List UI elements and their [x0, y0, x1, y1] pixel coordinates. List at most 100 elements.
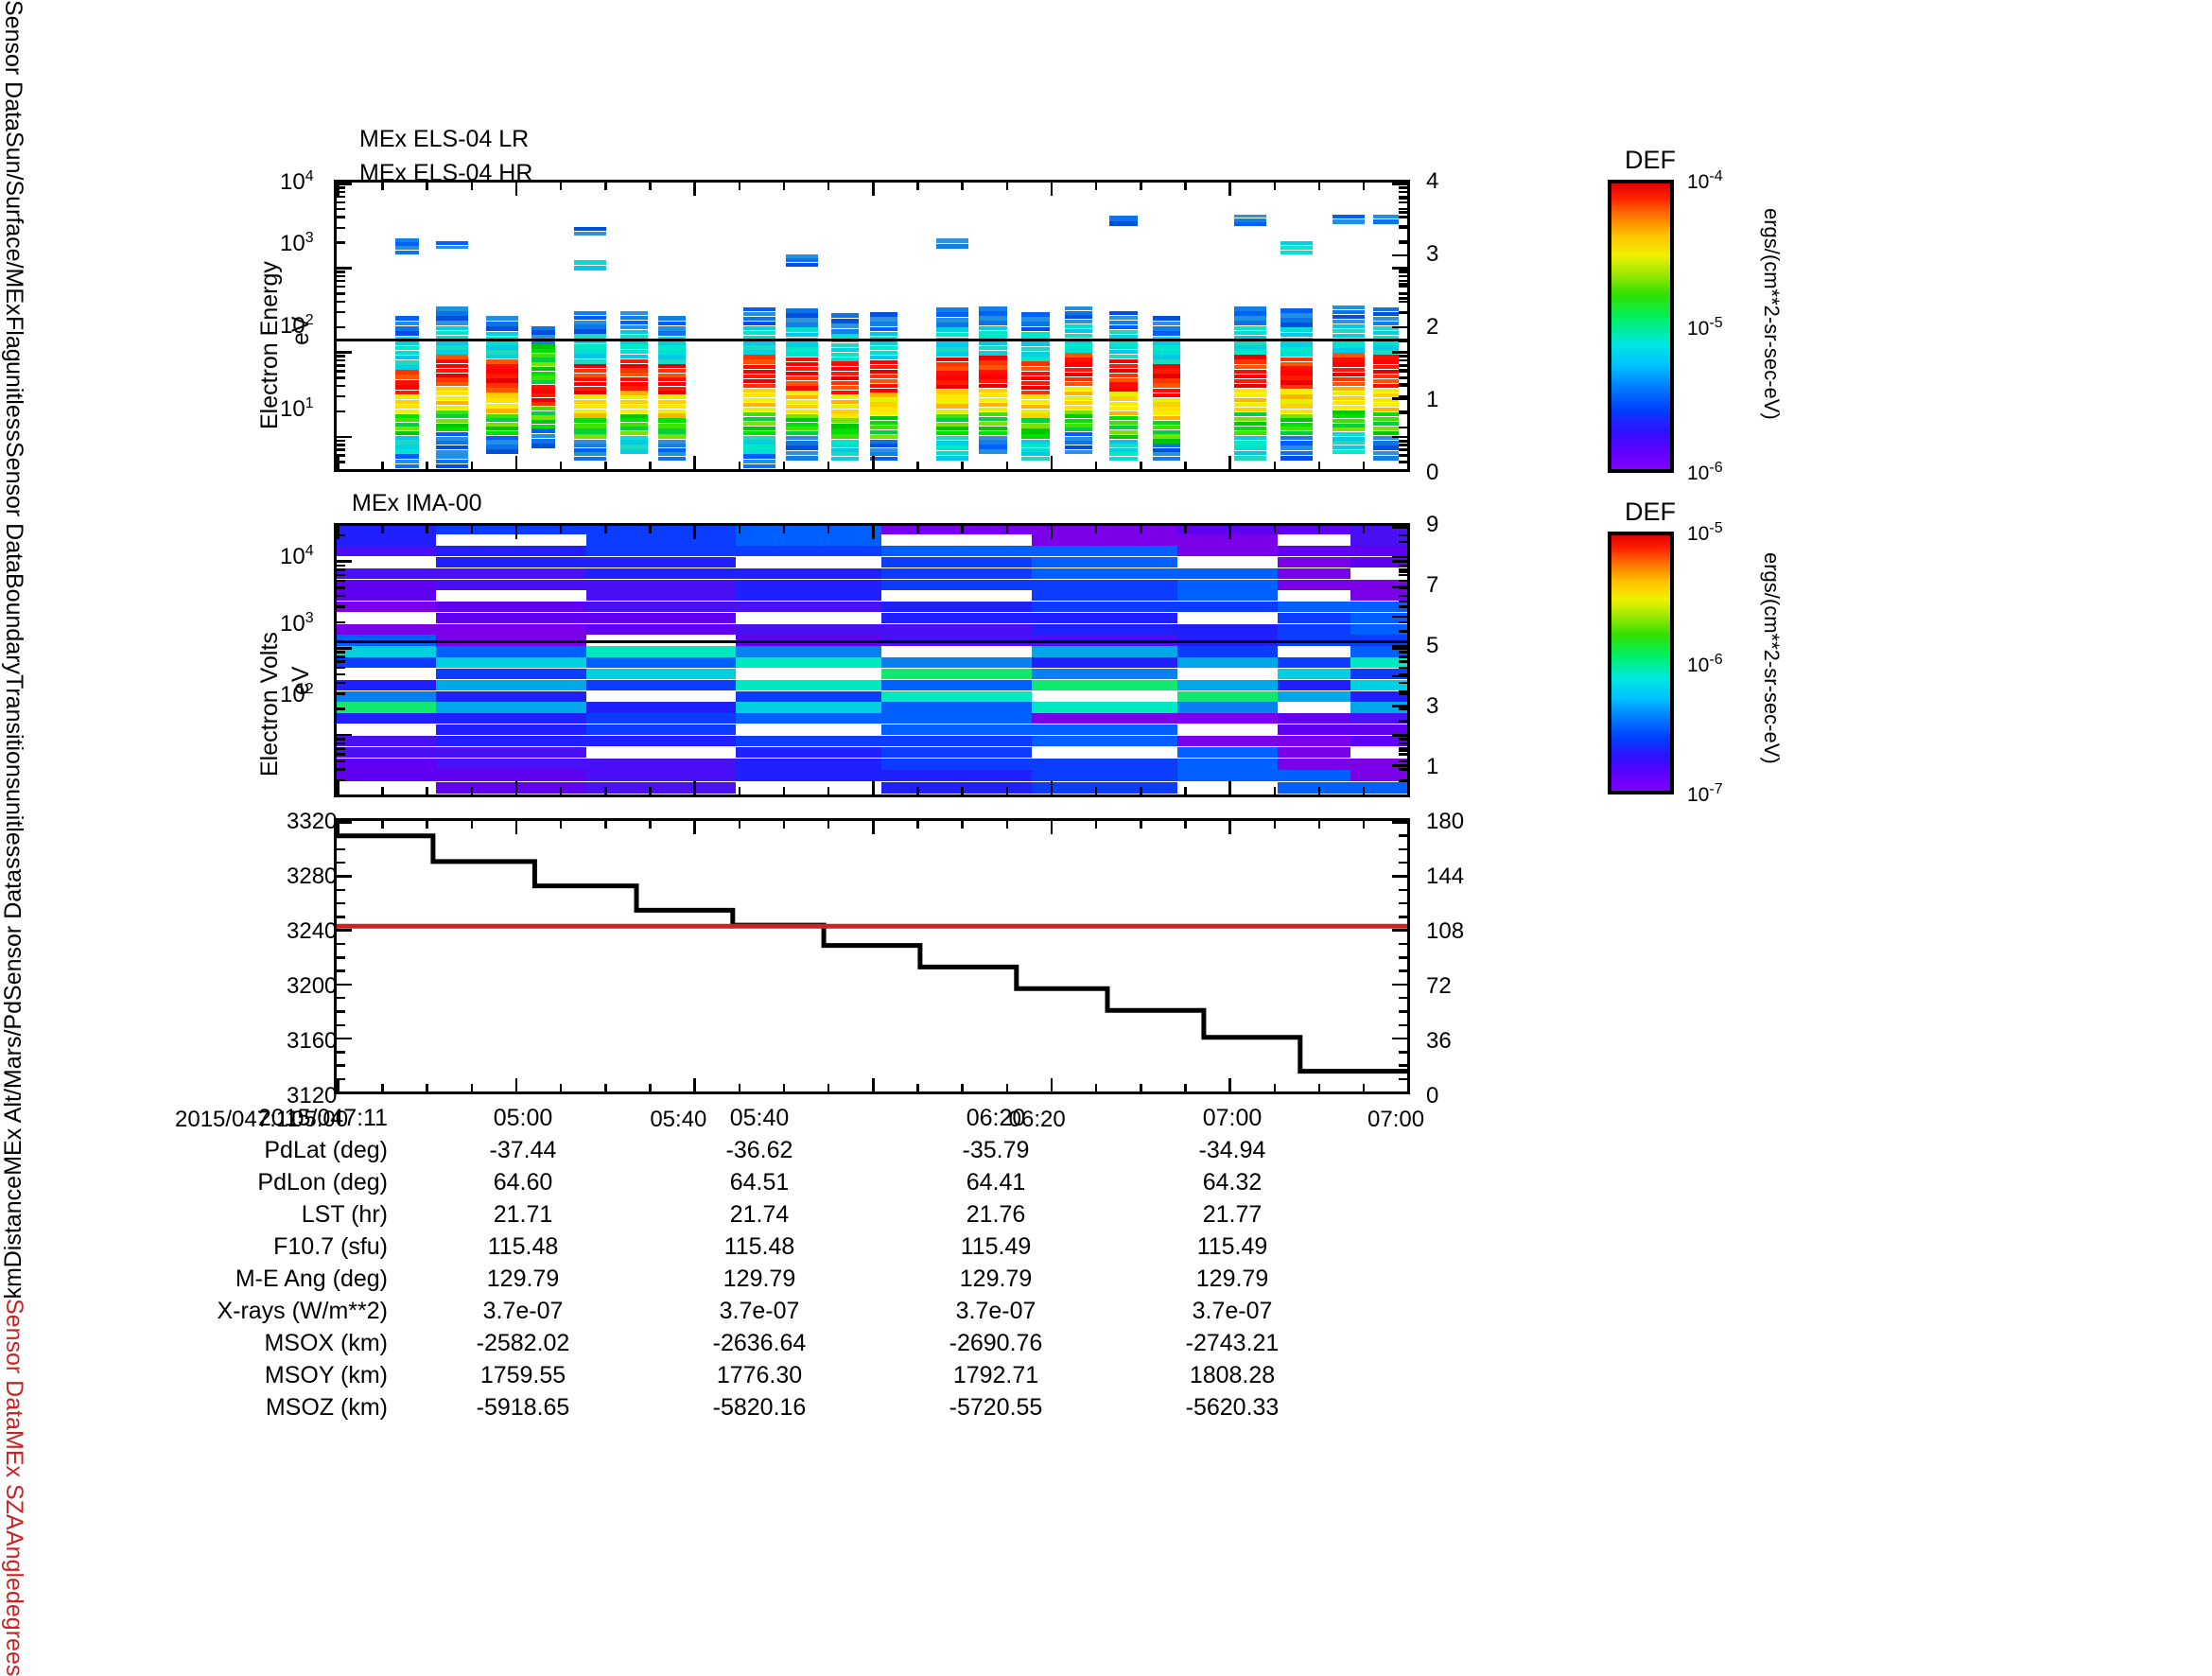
spectrogram-cell	[1233, 430, 1266, 435]
spectrogram-cell	[1280, 450, 1314, 456]
panel2-right-label: Sensor Data	[0, 442, 27, 573]
spectrogram-cell	[657, 428, 687, 434]
table-cell: 3.7e-07	[482, 1298, 564, 1324]
spectrogram-cell	[436, 657, 586, 669]
spectrogram-cell	[657, 413, 687, 418]
spectrogram-cell	[337, 702, 437, 713]
spectrogram-cell	[1109, 349, 1138, 355]
spectrogram-cell	[486, 316, 519, 322]
spectrogram-cell	[657, 336, 687, 341]
spectrogram-cell	[1372, 435, 1399, 441]
spectrogram-cell	[1372, 316, 1399, 322]
spectrogram-cell	[1280, 327, 1314, 333]
axis-tick	[1392, 875, 1407, 878]
spectrogram-cell	[486, 355, 519, 359]
spectrogram-cell	[1372, 378, 1399, 384]
spectrogram-cell	[786, 375, 819, 381]
spectrogram-cell	[869, 407, 898, 411]
x-axis-time-label: 06:20	[1008, 1107, 1066, 1132]
spectrogram-cell	[935, 455, 968, 461]
tick-mantissa: 10	[280, 396, 305, 422]
axis-tick	[1399, 779, 1407, 782]
spectrogram-cell	[1278, 758, 1350, 770]
tick-mantissa: 10	[280, 169, 305, 195]
spectrogram-cell	[1152, 383, 1180, 388]
axis-tick	[337, 1078, 340, 1091]
spectrogram-cell	[935, 307, 968, 312]
spectrogram-cell	[395, 430, 420, 435]
spectrogram-cell	[830, 313, 860, 319]
spectrogram-cell	[743, 325, 776, 331]
axis-tick	[559, 183, 563, 190]
colorbar2-tick-top: 10-5	[1687, 520, 1723, 546]
spectrogram-cell	[619, 358, 649, 364]
panel2-ytick-1e3: 103	[280, 610, 314, 637]
axis-tick	[337, 594, 345, 598]
spectrogram-cell	[1176, 657, 1279, 669]
spectrogram-cell	[786, 313, 819, 318]
spectrogram-cell	[1152, 316, 1180, 322]
spectrogram-cell	[1064, 328, 1093, 334]
table-row-label: F10.7 (sfu)	[273, 1233, 388, 1260]
spectrogram-cell	[869, 350, 898, 356]
panel-els-spectrogram[interactable]	[334, 180, 1410, 472]
panel-ima-spectrogram[interactable]	[334, 523, 1410, 797]
spectrogram-cell	[486, 393, 519, 398]
spectrogram-cell	[1372, 369, 1399, 375]
spectrogram-cell	[531, 340, 555, 344]
spectrogram-cell	[1109, 444, 1138, 448]
x-axis-time-label: 07:00	[1367, 1107, 1425, 1132]
axis-tick	[1140, 526, 1142, 533]
axis-tick	[337, 216, 345, 218]
axis-tick	[337, 271, 345, 273]
spectrogram-cell	[1233, 340, 1266, 345]
spectrogram-cell	[979, 383, 1007, 389]
axis-tick	[1392, 560, 1407, 563]
spectrogram-cell	[979, 393, 1007, 398]
axis-tick	[337, 681, 345, 685]
spectrogram-cell	[869, 369, 898, 375]
spectrogram-cell	[436, 646, 586, 657]
spectrogram-cell	[743, 345, 776, 350]
panel3-rtick-108: 108	[1426, 918, 1465, 944]
spectrogram-cell	[619, 418, 649, 423]
table-row-label: 2015/047:11	[257, 1105, 388, 1131]
spectrogram-cell	[869, 374, 898, 379]
spectrogram-cell	[585, 567, 737, 579]
spectrogram-cell	[395, 390, 420, 395]
spectrogram-cell	[935, 375, 968, 380]
axis-tick	[1094, 526, 1098, 533]
spectrogram-cell	[979, 426, 1007, 431]
spectrogram-cell	[395, 454, 420, 460]
spectrogram-cell	[1280, 357, 1314, 362]
spectrogram-cell	[436, 713, 586, 725]
spectrogram-cell	[574, 399, 607, 405]
spectrogram-cell	[585, 623, 737, 635]
axis-tick	[337, 738, 345, 741]
spectrogram-cell	[935, 413, 968, 418]
panel-altitude-sza[interactable]	[334, 818, 1410, 1094]
x-axis-date-label: 2015/047:11	[175, 1107, 300, 1132]
spectrogram-cell	[657, 321, 687, 326]
tick-exponent: -5	[1709, 315, 1723, 331]
spectrogram-cell	[1109, 315, 1138, 321]
axis-tick	[1317, 526, 1321, 533]
axis-tick	[337, 586, 345, 589]
axis-tick	[872, 183, 875, 196]
axis-tick	[1317, 787, 1321, 794]
axis-tick	[1392, 183, 1407, 185]
axis-tick	[649, 526, 652, 533]
spectrogram-cell	[436, 386, 469, 392]
table-cell: 64.60	[493, 1169, 553, 1196]
table-cell: -2743.21	[1185, 1330, 1280, 1356]
spectrogram-cell	[1233, 335, 1266, 340]
spectrogram-cell	[1021, 452, 1050, 457]
axis-tick	[1399, 916, 1407, 918]
spectrogram-cell	[1109, 439, 1138, 444]
spectrogram-cell	[743, 388, 776, 393]
tick-exponent: 2	[305, 312, 314, 328]
spectrogram-cell	[1109, 373, 1138, 378]
axis-tick	[1392, 325, 1407, 328]
spectrogram-cell	[574, 439, 607, 444]
axis-tick	[337, 821, 352, 824]
